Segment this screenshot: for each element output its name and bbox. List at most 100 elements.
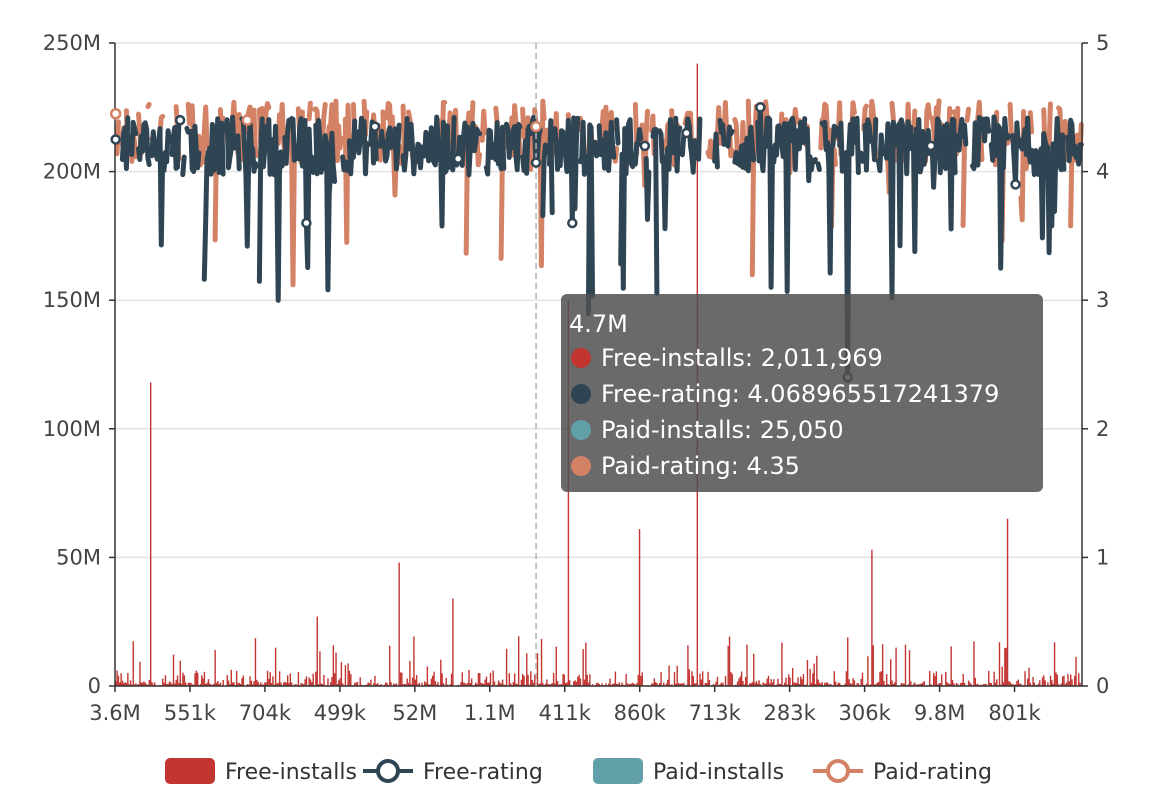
- legend-item[interactable]: Free-rating: [363, 759, 543, 785]
- free-installs-bar: [861, 672, 864, 686]
- free-installs-bar: [411, 677, 414, 686]
- free-rating-point: [174, 114, 186, 126]
- free-installs-bar: [399, 672, 402, 686]
- free-installs-bar: [395, 683, 398, 686]
- free-installs-bar: [998, 642, 1001, 686]
- free-installs-bar: [407, 682, 410, 686]
- free-installs-bar: [215, 682, 218, 686]
- free-installs-bar: [629, 683, 631, 686]
- free-installs-bar: [280, 682, 282, 686]
- free-installs-bar: [331, 676, 333, 686]
- free-installs-bar: [1067, 674, 1069, 686]
- free-installs-bar: [963, 682, 966, 686]
- free-installs-bar: [902, 683, 904, 686]
- free-installs-bar: [166, 683, 168, 686]
- free-installs-bar: [356, 681, 359, 686]
- free-installs-bar: [659, 682, 661, 686]
- legend-label: Free-installs: [225, 760, 357, 785]
- free-installs-bar: [531, 679, 533, 686]
- free-installs-bar: [178, 682, 180, 686]
- free-installs-bar: [125, 682, 128, 686]
- free-installs-bar: [985, 683, 987, 686]
- free-installs-bar: [982, 684, 985, 686]
- free-installs-bar: [1027, 678, 1029, 686]
- free-installs-bar: [1056, 674, 1058, 686]
- free-installs-bar: [340, 662, 343, 686]
- free-installs-bar: [469, 683, 472, 686]
- free-installs-bar: [1008, 680, 1010, 686]
- free-installs-bar: [256, 679, 258, 686]
- free-rating-point: [369, 121, 381, 132]
- legend-item[interactable]: Paid-rating: [813, 759, 992, 785]
- free-installs-bar: [719, 684, 721, 686]
- free-installs-bar: [401, 672, 403, 686]
- free-installs-bar: [736, 681, 739, 686]
- free-installs-bar: [123, 683, 125, 686]
- free-installs-bar: [115, 681, 117, 686]
- free-installs-bar: [950, 646, 952, 686]
- tooltip-box: [561, 294, 1043, 492]
- free-installs-bar: [988, 670, 990, 686]
- free-installs-bar: [289, 673, 292, 686]
- legend-item[interactable]: Paid-installs: [593, 758, 784, 785]
- free-installs-bar: [825, 682, 827, 686]
- free-installs-bar: [527, 674, 529, 686]
- free-installs-bar: [616, 683, 618, 686]
- free-installs-bar: [816, 655, 818, 686]
- free-installs-bar: [853, 680, 856, 686]
- free-installs-bar: [1071, 679, 1073, 686]
- free-installs-bar: [442, 683, 445, 686]
- free-installs-bar: [320, 683, 322, 686]
- free-installs-bar: [182, 672, 184, 686]
- y-left-tick-label: 50M: [56, 545, 101, 569]
- y-right-tick-label: 4: [1096, 160, 1109, 184]
- free-installs-bar: [254, 638, 257, 686]
- free-installs-bar: [421, 682, 423, 686]
- free-installs-bar: [798, 683, 801, 686]
- free-installs-bar: [440, 659, 442, 686]
- free-installs-bar: [540, 638, 543, 686]
- free-installs-bar: [500, 683, 502, 686]
- free-installs-bar: [751, 682, 754, 686]
- free-installs-bar: [720, 682, 723, 686]
- free-installs-bar: [148, 679, 151, 686]
- free-installs-bar: [119, 682, 121, 686]
- free-installs-bar: [274, 647, 277, 686]
- free-installs-bar: [993, 671, 995, 686]
- free-installs-bar: [1057, 684, 1060, 686]
- free-installs-bar: [586, 674, 588, 686]
- free-installs-bar: [319, 651, 321, 686]
- free-installs-bar: [567, 300, 570, 686]
- free-installs-bar: [556, 681, 559, 686]
- tooltip-item: Paid-rating: 4.35: [601, 452, 800, 480]
- free-installs-bar: [1014, 684, 1017, 686]
- free-rating-point: [567, 217, 578, 229]
- free-installs-bar: [650, 683, 653, 686]
- free-installs-bar: [389, 645, 391, 686]
- free-installs-bar: [801, 679, 803, 686]
- free-installs-bar: [704, 682, 707, 686]
- free-installs-bar: [488, 682, 490, 686]
- free-installs-bar: [1020, 683, 1022, 686]
- free-installs-bar: [370, 679, 372, 686]
- free-installs-bar: [867, 656, 869, 686]
- free-installs-bar: [675, 683, 677, 686]
- free-installs-bar: [1078, 673, 1080, 686]
- free-installs-bar: [814, 683, 817, 686]
- free-installs-bar: [270, 682, 273, 686]
- free-installs-bar: [405, 684, 407, 686]
- free-installs-bar: [810, 682, 813, 686]
- legend[interactable]: Free-installs Free-rating Paid-installs Pai…: [165, 758, 992, 785]
- free-installs-bar: [900, 683, 903, 686]
- free-installs-bar: [333, 673, 336, 686]
- free-installs-bar: [573, 681, 575, 686]
- free-installs-bar: [1012, 684, 1014, 686]
- free-installs-bar: [137, 684, 140, 686]
- legend-item[interactable]: Free-installs: [165, 758, 357, 785]
- free-installs-bar: [877, 681, 880, 686]
- free-installs-bar: [284, 681, 286, 686]
- x-tick-label: 306k: [838, 701, 891, 725]
- free-installs-bar: [429, 684, 431, 686]
- legend-label: Paid-rating: [873, 760, 992, 785]
- free-rating-point: [755, 102, 766, 113]
